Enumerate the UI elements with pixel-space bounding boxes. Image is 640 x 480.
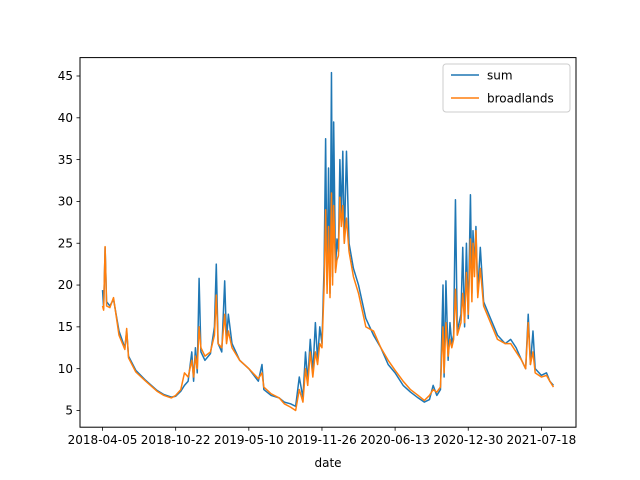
y-tick-label: 5: [65, 404, 73, 418]
x-tick-label: 2018-10-22: [141, 433, 211, 447]
x-tick-label: 2021-07-18: [507, 433, 577, 447]
y-tick-label: 10: [58, 362, 73, 376]
x-tick-label: 2020-06-13: [360, 433, 430, 447]
y-tick-label: 15: [58, 320, 73, 334]
x-tick-label: 2019-11-26: [287, 433, 357, 447]
legend-box: [442, 63, 571, 113]
plot-area-frame: [79, 57, 577, 428]
series-layer: [101, 71, 555, 412]
x-tick-label: 2019-05-10: [214, 433, 284, 447]
x-axis: 2018-04-05 2018-10-22 2019-05-10 2019-11-26…: [68, 427, 577, 447]
y-tick-label: 40: [58, 111, 73, 125]
y-tick-label: 30: [58, 195, 73, 209]
y-tick-label: 45: [58, 69, 73, 83]
x-axis-label: date: [314, 456, 341, 470]
y-tick-label: 25: [58, 236, 73, 250]
legend: sum broadlands: [442, 63, 571, 113]
y-tick-label: 35: [58, 153, 73, 167]
y-axis: 5 10 15 20 25 30 35 40 45: [58, 69, 80, 418]
legend-label-broadlands: broadlands: [487, 92, 554, 106]
series-line-broadlands: [101, 192, 555, 412]
x-tick-label: 2020-12-30: [433, 433, 503, 447]
y-tick-label: 20: [58, 278, 73, 292]
x-tick-label: 2018-04-05: [68, 433, 138, 447]
legend-label-sum: sum: [487, 69, 513, 83]
